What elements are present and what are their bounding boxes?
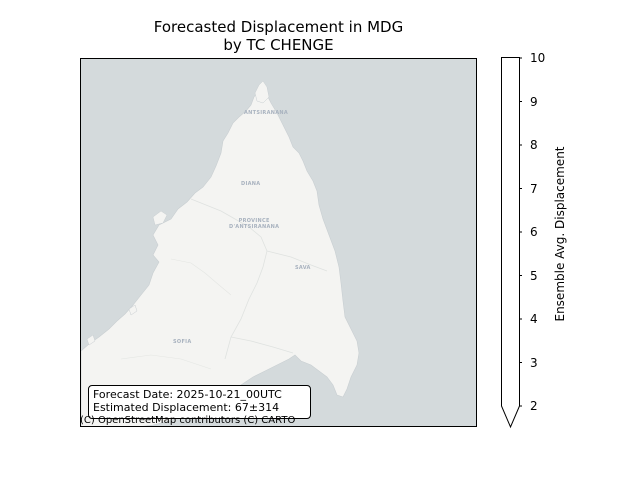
colorbar-tick-label: 10 — [530, 51, 546, 65]
forecast-info-box: Forecast Date: 2025-10-21_00UTC Estimate… — [88, 385, 311, 419]
colorbar-body — [501, 57, 520, 429]
province-line-2: D'ANTSIRANANA — [229, 224, 280, 230]
map-label-diana: DIANA — [241, 181, 261, 187]
admin-boundary — [170, 258, 232, 296]
map-attribution: (C) OpenStreetMap contributors (C) CARTO — [80, 415, 296, 426]
estimated-displacement: Estimated Displacement: 67±314 — [93, 401, 280, 414]
province-line-1: PROVINCE — [238, 218, 270, 224]
admin-boundary — [230, 336, 294, 354]
map-label-sofia: SOFIA — [173, 339, 192, 345]
admin-boundary — [190, 198, 268, 360]
colorbar-tick-label: 2 — [530, 399, 538, 413]
colorbar-tick-label: 3 — [530, 355, 538, 370]
colorbar-tick-label: 6 — [530, 225, 538, 239]
chart-title: Forecasted Displacement in MDG by TC CHE… — [80, 18, 477, 54]
colorbar-label: Ensemble Avg. Displacement — [553, 146, 567, 322]
admin-boundary — [120, 354, 212, 370]
colorbar-tick-label: 5 — [530, 268, 538, 283]
map-label-province: PROVINCE D'ANTSIRANANA — [229, 218, 279, 230]
land-mass — [81, 86, 360, 426]
admin-boundary — [266, 250, 328, 272]
colorbar-tick-label: 9 — [530, 94, 538, 109]
colorbar-tick-label: 4 — [530, 312, 538, 326]
map-basemap — [81, 80, 360, 426]
colorbar-ticks — [519, 57, 522, 407]
map-label-antsiranana: ANTSIRANANA — [244, 110, 289, 116]
map-label-sava: SAVA — [295, 265, 311, 271]
map-panel[interactable]: ANTSIRANANA DIANA PROVINCE D'ANTSIRANANA… — [80, 58, 477, 427]
forecast-date: Forecast Date: 2025-10-21_00UTC — [93, 388, 282, 401]
colorbar — [501, 57, 522, 429]
title-line-2: by TC CHENGE — [223, 36, 334, 54]
colorbar-tick-label: 7 — [530, 181, 538, 196]
title-line-1: Forecasted Displacement in MDG — [153, 18, 404, 36]
colorbar-tick-label: 8 — [530, 138, 538, 152]
